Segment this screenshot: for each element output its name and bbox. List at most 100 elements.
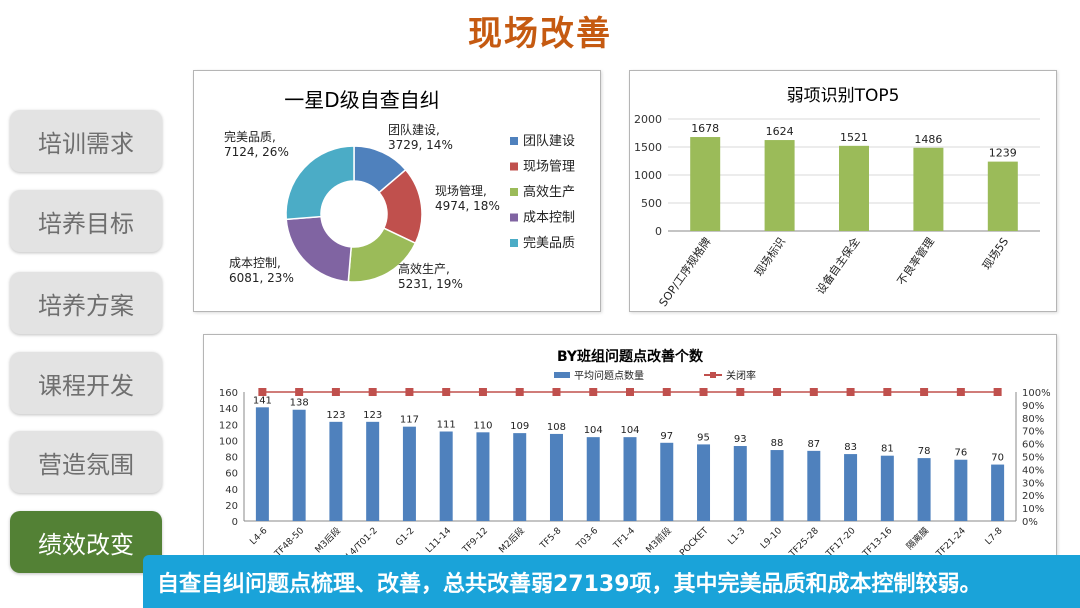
top5-value-label-3: 1521	[840, 131, 868, 144]
team-value-label-21: 70	[991, 453, 1004, 464]
team-value-label-9: 108	[547, 422, 566, 433]
donut-legend-swatch-5	[510, 239, 518, 247]
team-bar-4	[366, 421, 380, 521]
team-line-marker-6	[442, 388, 451, 396]
team-xtick-19: 隔离膜	[904, 525, 932, 553]
team-bar-14	[733, 446, 747, 521]
team-value-label-7: 110	[473, 420, 492, 431]
team-xtick-15: L9-10	[759, 526, 784, 551]
team-bar-19	[917, 458, 931, 521]
top5-xtick-1: SOP/工序规格牌	[656, 235, 714, 309]
team-bar-18	[880, 455, 894, 521]
team-bar-12	[660, 442, 674, 521]
team-y2tick-2: 10%	[1022, 504, 1044, 515]
donut-slice-5	[285, 145, 355, 221]
donut-legend-swatch-2	[510, 162, 518, 171]
team-value-label-15: 88	[771, 438, 784, 449]
team-value-label-8: 109	[510, 421, 529, 432]
team-bar-5	[402, 426, 416, 521]
nav-item-1[interactable]: 培训需求	[10, 110, 162, 172]
nav-item-3[interactable]: 培养方案	[10, 272, 162, 334]
team-line-marker-4	[368, 388, 377, 396]
team-xtick-9: TF5-8	[538, 526, 564, 552]
team-line-marker-18	[883, 388, 892, 396]
team-ytick-3: 40	[225, 485, 238, 496]
nav-item-2[interactable]: 培养目标	[10, 190, 162, 252]
nav-item-5[interactable]: 营造氛围	[10, 431, 162, 493]
team-line-marker-20	[956, 388, 965, 396]
team-value-label-10: 104	[584, 425, 603, 436]
top5-title: 弱项识别TOP5	[787, 86, 900, 106]
top5-value-label-1: 1678	[691, 122, 719, 135]
donut-legend-label-4: 成本控制	[523, 211, 575, 226]
team-bar-3	[329, 421, 343, 521]
team-line-marker-12	[662, 388, 671, 396]
team-value-label-16: 87	[807, 439, 820, 450]
team-y2tick-9: 80%	[1022, 414, 1044, 425]
team-xtick-8: M2后段	[496, 525, 527, 556]
top5-xtick-5: 现场5S	[979, 235, 1011, 273]
nav-item-6[interactable]: 绩效改变	[10, 511, 162, 573]
team-ytick-9: 160	[219, 388, 238, 399]
team-line-marker-7	[478, 388, 487, 396]
team-bar-11	[623, 437, 637, 521]
donut-legend-label-2: 现场管理	[523, 160, 575, 175]
team-line-marker-19	[920, 388, 929, 396]
donut-chart-panel: 一星D级自查自纠 团队建设, 3729, 14% 现场管理, 4974, 18% 高效生产…	[193, 70, 601, 312]
team-value-label-11: 104	[620, 425, 639, 436]
team-bar-15	[770, 450, 784, 521]
top5-ytick-3: 1000	[634, 169, 662, 182]
top5-bar-3	[839, 145, 869, 231]
team-value-label-20: 76	[954, 448, 967, 459]
team-value-label-2: 138	[290, 398, 309, 409]
team-xtick-21: L7-8	[984, 526, 1005, 547]
top5-chart-panel: 弱项识别TOP5 0 500 1000 1500 2000 1678 SOP/工序规格牌 162…	[629, 70, 1057, 312]
top5-xtick-2: 现场标识	[751, 235, 788, 279]
top5-value-label-2: 1624	[766, 125, 794, 138]
top5-bar-chart: 弱项识别TOP5 0 500 1000 1500 2000 1678 SOP/工序规格牌 162…	[634, 86, 1040, 309]
team-value-label-17: 83	[844, 442, 857, 453]
team-bar-9	[549, 433, 563, 521]
donut-legend-swatch-4	[510, 213, 518, 222]
team-value-label-6: 111	[437, 420, 456, 431]
team-ytick-1: 0	[232, 517, 238, 528]
team-xtick-3: M3后段	[312, 525, 343, 556]
team-y2tick-5: 40%	[1022, 465, 1044, 476]
top5-ytick-1: 0	[655, 225, 662, 238]
team-ytick-2: 20	[225, 501, 238, 512]
top5-xtick-3: 设备自主保全	[813, 235, 862, 297]
top5-bar-5	[987, 161, 1018, 231]
team-value-label-5: 117	[400, 415, 419, 426]
team-bar-7	[476, 432, 490, 521]
team-xtick-5: G1-2	[394, 526, 416, 548]
team-ytick-4: 60	[225, 469, 238, 480]
team-line-marker-5	[405, 388, 414, 396]
team-legend-swatch-bar	[554, 372, 570, 378]
team-value-label-19: 78	[918, 446, 931, 457]
top5-bar-1	[690, 137, 721, 231]
team-chart-panel: BY班组问题点改善个数 平均问题点数量 关闭率 0 20 40 60 80 100 120 140 1…	[203, 334, 1057, 576]
donut-legend-label-3: 高效生产	[523, 184, 575, 200]
team-value-label-18: 81	[881, 444, 894, 455]
donut-legend-swatch-3	[510, 188, 518, 196]
team-line-marker-14	[736, 388, 745, 396]
top5-value-label-4: 1486	[914, 133, 942, 146]
team-value-label-14: 93	[734, 434, 747, 445]
team-line-marker-21	[993, 388, 1002, 396]
summary-banner: 自查自纠问题点梳理、改善，总共改善弱27139项，其中完美品质和成本控制较弱。	[143, 555, 1080, 608]
top5-value-label-5: 1239	[989, 147, 1017, 160]
nav-item-4[interactable]: 课程开发	[10, 352, 162, 414]
team-xtick-11: TF1-4	[611, 526, 637, 552]
donut-legend-swatch-1	[510, 137, 518, 145]
top5-xtick-4: 不良率管理	[894, 235, 937, 288]
donut-legend-label-5: 完美品质	[523, 236, 575, 251]
team-value-label-4: 123	[363, 410, 382, 421]
team-line-marker-1	[258, 388, 267, 396]
team-ytick-7: 120	[219, 420, 238, 431]
team-y2tick-3: 20%	[1022, 491, 1044, 502]
team-line-marker-16	[809, 388, 818, 396]
team-bar-20	[954, 459, 968, 521]
team-bar-8	[513, 433, 527, 521]
